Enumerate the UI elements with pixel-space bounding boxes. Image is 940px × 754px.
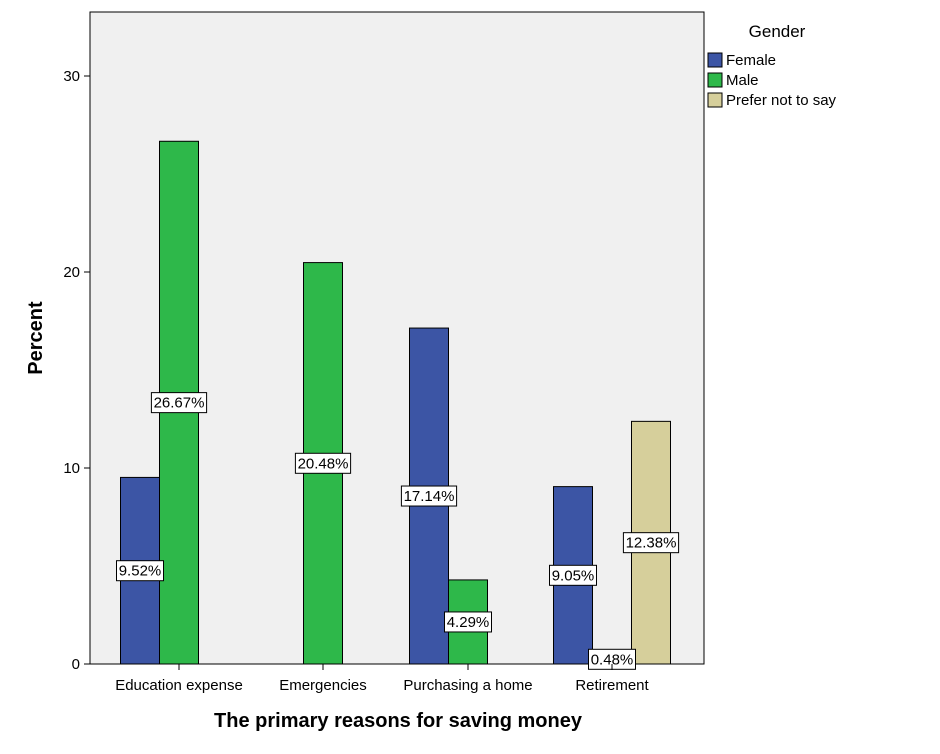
legend-title: Gender <box>749 22 806 41</box>
data-labels-layer: 9.52% 26.67% 20.48% 17.14% 4.29% 9.05% 0.48% 12… <box>116 392 680 670</box>
legend-item: Female <box>707 52 776 69</box>
y-tick-label: 10 <box>63 460 80 477</box>
x-tick-label: Education expense <box>115 677 243 694</box>
data-label: 26.67% <box>150 392 208 414</box>
data-label-text: 9.05% <box>552 567 595 584</box>
data-label: 9.52% <box>116 560 164 582</box>
data-label: 20.48% <box>294 452 352 474</box>
legend-swatch <box>707 52 723 68</box>
data-label-text: 12.38% <box>626 535 677 552</box>
legend-item: Prefer not to say <box>707 92 837 109</box>
legend-label: Prefer not to say <box>726 92 837 109</box>
data-label-text: 9.52% <box>119 563 162 580</box>
legend-label: Female <box>726 52 776 69</box>
x-axis-title: The primary reasons for saving money <box>214 710 583 732</box>
data-label-box <box>400 485 458 507</box>
data-label-text: 26.67% <box>154 395 205 412</box>
data-label-text: 20.48% <box>298 455 349 472</box>
legend: Gender Female Male Prefer not to say <box>707 22 837 109</box>
data-label: 9.05% <box>549 564 597 586</box>
legend-label: Male <box>726 72 759 89</box>
data-label: 0.48% <box>588 648 636 670</box>
axis-layer: 0 10 20 30 Education expense Emergencies Purch… <box>63 68 649 694</box>
data-label: 17.14% <box>400 485 458 507</box>
data-label-text: 0.48% <box>591 651 634 668</box>
data-label-box <box>622 532 680 554</box>
x-tick-label: Purchasing a home <box>403 677 532 694</box>
legend-item: Male <box>707 72 759 89</box>
y-tick-label: 0 <box>72 656 80 673</box>
data-label-box <box>150 392 208 414</box>
x-tick-label: Retirement <box>575 677 649 694</box>
data-label-text: 17.14% <box>404 488 455 505</box>
data-label-box <box>294 452 352 474</box>
data-label-text: 4.29% <box>447 614 490 631</box>
y-tick-label: 30 <box>63 68 80 85</box>
data-label-box <box>116 560 164 582</box>
data-label-box <box>549 564 597 586</box>
data-label: 4.29% <box>444 611 492 633</box>
y-tick-label: 20 <box>63 264 80 281</box>
y-axis-title: Percent <box>25 301 47 375</box>
legend-swatch <box>707 92 723 108</box>
data-label-box <box>444 611 492 633</box>
x-tick-label: Emergencies <box>279 677 367 694</box>
legend-swatch <box>707 72 723 88</box>
data-label: 12.38% <box>622 532 680 554</box>
